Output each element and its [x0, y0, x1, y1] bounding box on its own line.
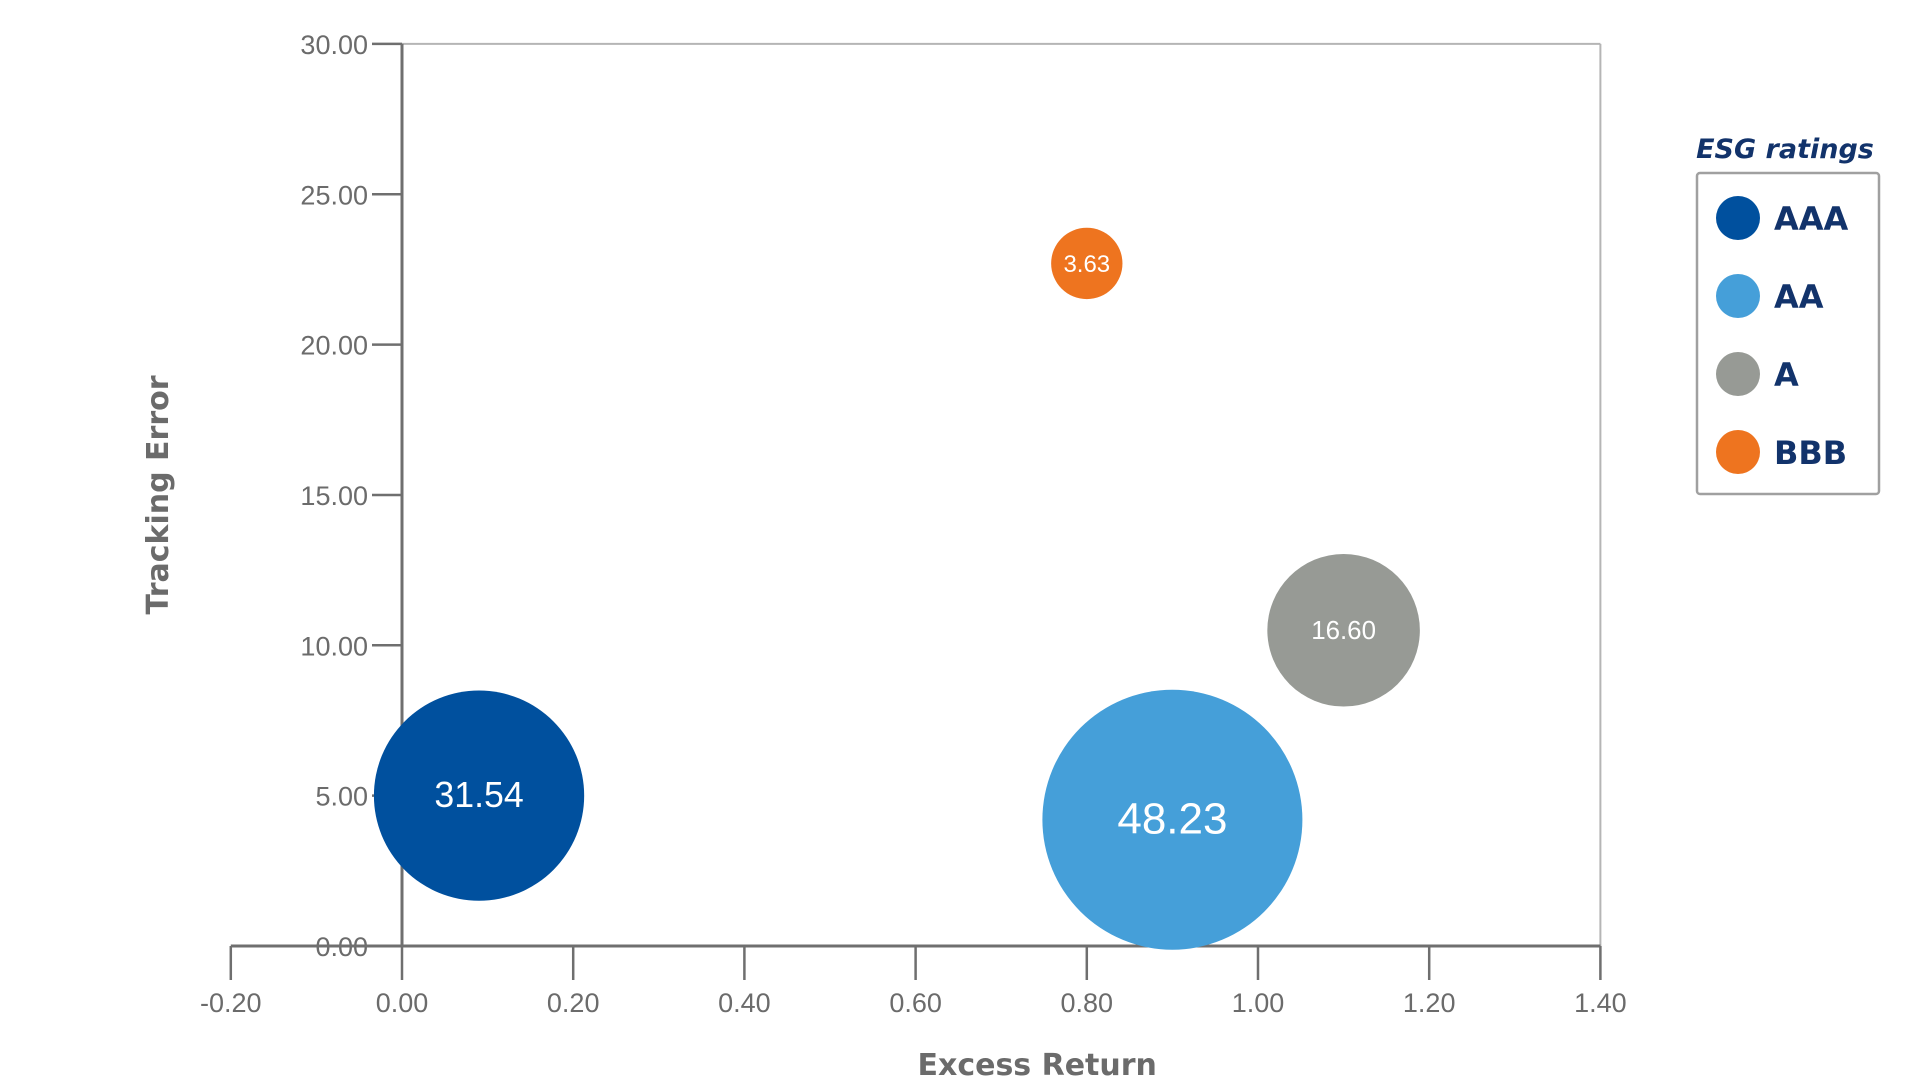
- legend-swatch-aaa: [1716, 196, 1760, 240]
- x-tick-label: 1.40: [1574, 988, 1627, 1018]
- x-tick-label: 1.00: [1232, 988, 1285, 1018]
- legend-title: ESG ratings: [1696, 134, 1874, 165]
- legend-swatch-a: [1716, 352, 1760, 396]
- bubbles: 31.54 48.23 16.60 3.63: [373, 227, 1420, 950]
- legend-swatch-bbb: [1716, 430, 1760, 474]
- x-tick-label: -0.20: [200, 988, 262, 1018]
- x-axis: -0.20 0.00 0.20 0.40 0.60 0.80 1.00 1.20 1.40: [200, 944, 1627, 1018]
- y-tick-label: 10.00: [300, 631, 368, 661]
- bubble-label-a: 16.60: [1311, 617, 1376, 645]
- bubble-a: [1267, 553, 1420, 707]
- x-tick-label: 0.40: [718, 988, 771, 1018]
- legend-label-aaa: AAA: [1774, 200, 1849, 238]
- x-tick-label: 0.80: [1061, 988, 1114, 1018]
- bubble-aaa: [373, 690, 585, 901]
- x-tick-label: 0.00: [376, 988, 429, 1018]
- legend-box: [1695, 171, 1881, 496]
- legend-label-aa: AA: [1774, 278, 1824, 316]
- x-tick-label: 0.60: [889, 988, 942, 1018]
- x-axis-title: Excess Return: [917, 1048, 1156, 1080]
- bubble-aa: [1042, 689, 1303, 950]
- y-tick-label: 30.00: [300, 30, 368, 60]
- y-tick-label: 20.00: [300, 331, 368, 361]
- bubble-bbb: [1051, 227, 1123, 300]
- legend-label-bbb: BBB: [1774, 434, 1847, 472]
- x-tick-label: 1.20: [1403, 988, 1456, 1018]
- y-tick-label: 5.00: [315, 782, 368, 812]
- bubble-label-bbb: 3.63: [1063, 251, 1110, 278]
- legend-swatch-aa: [1716, 274, 1760, 318]
- legend-label-a: A: [1774, 356, 1799, 394]
- bubble-label-aa: 48.23: [1117, 794, 1227, 843]
- bubble-label-aaa: 31.54: [434, 775, 523, 815]
- x-tick-label: 0.20: [547, 988, 600, 1018]
- plot-frame: [402, 42, 1602, 946]
- y-tick-label: 15.00: [300, 481, 368, 511]
- y-axis-title: Tracking Error: [141, 375, 176, 614]
- y-tick-label: 25.00: [300, 180, 368, 210]
